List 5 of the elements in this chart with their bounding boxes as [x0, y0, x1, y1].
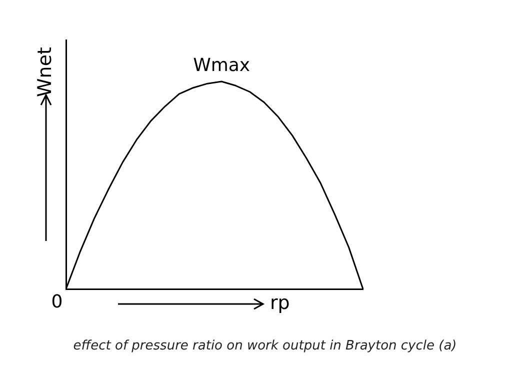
text: Wmax	[193, 55, 250, 76]
y-axis-title: Wnet	[34, 47, 56, 97]
text: 0	[51, 292, 63, 313]
x-axis-title: rp	[270, 292, 290, 314]
text: effect of pressure ratio on work output in Brayton cycle (a)	[73, 338, 457, 354]
